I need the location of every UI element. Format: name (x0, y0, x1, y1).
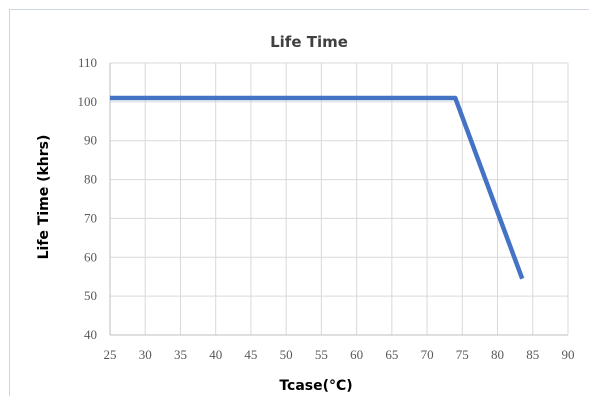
x-tick-label-75: 75 (456, 347, 469, 362)
x-tick-label-65: 65 (385, 347, 398, 362)
y-tick-label-50: 50 (84, 288, 97, 303)
y-tick-label-80: 80 (84, 172, 97, 187)
y-tick-label-110: 110 (78, 55, 97, 70)
x-tick-label-60: 60 (350, 347, 363, 362)
x-tick-label-40: 40 (209, 347, 222, 362)
y-axis-title: Life Time (khrs) (36, 135, 52, 260)
chart-title: Life Time (270, 33, 348, 51)
x-tick-label-90: 90 (562, 347, 575, 362)
axes (109, 63, 568, 336)
x-tick-label-25: 25 (104, 347, 117, 362)
chart-frame (9, 9, 589, 396)
y-tick-label-70: 70 (84, 210, 97, 225)
x-tick-label-55: 55 (315, 347, 328, 362)
y-tick-label-60: 60 (84, 249, 97, 264)
x-tick-label-70: 70 (421, 347, 434, 362)
x-tick-label-85: 85 (526, 347, 539, 362)
tick-labels: 40 50 60 70 80 90 100 110 25 30 35 40 45 50 55 60 65 70 75… (78, 55, 575, 362)
gridlines (110, 62, 569, 335)
series-lines (110, 95, 525, 280)
y-tick-label-40: 40 (84, 327, 97, 342)
x-tick-label-80: 80 (491, 347, 504, 362)
x-axis-title: Tcase(°C) (279, 378, 352, 394)
y-tick-label-90: 90 (84, 133, 97, 148)
x-tick-label-35: 35 (174, 347, 187, 362)
x-tick-label-45: 45 (244, 347, 257, 362)
series-line-0 (110, 95, 525, 280)
y-tick-label-100: 100 (78, 94, 98, 109)
x-tick-label-30: 30 (139, 347, 152, 362)
x-tick-label-50: 50 (280, 347, 293, 362)
